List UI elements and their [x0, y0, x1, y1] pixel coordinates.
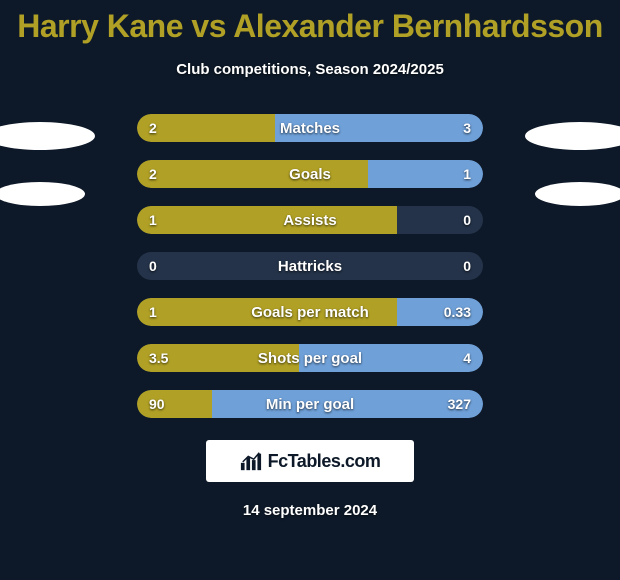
stat-row: 00Hattricks: [137, 252, 483, 280]
stat-row: 90327Min per goal: [137, 390, 483, 418]
fctables-logo: FcTables.com: [206, 440, 414, 482]
stat-label: Goals per match: [137, 298, 483, 326]
shadow-ellipse: [0, 182, 85, 206]
stat-row: 10.33Goals per match: [137, 298, 483, 326]
stat-label: Matches: [137, 114, 483, 142]
player-left-shadows: [0, 122, 100, 206]
stat-row: 21Goals: [137, 160, 483, 188]
chart-icon: [240, 451, 262, 471]
shadow-ellipse: [525, 122, 620, 150]
stat-label: Goals: [137, 160, 483, 188]
subtitle: Club competitions, Season 2024/2025: [0, 61, 620, 78]
stat-row: 10Assists: [137, 206, 483, 234]
footer-date: 14 september 2024: [0, 502, 620, 519]
page-title: Harry Kane vs Alexander Bernhardsson: [0, 0, 620, 45]
player-right-shadows: [520, 122, 620, 206]
shadow-ellipse: [535, 182, 620, 206]
stat-label: Assists: [137, 206, 483, 234]
stat-label: Shots per goal: [137, 344, 483, 372]
stat-bars: 23Matches 21Goals 10Assists 00Hattricks 10.3…: [137, 114, 483, 418]
stat-row: 3.54Shots per goal: [137, 344, 483, 372]
shadow-ellipse: [0, 122, 95, 150]
stat-label: Min per goal: [137, 390, 483, 418]
stat-label: Hattricks: [137, 252, 483, 280]
stat-row: 23Matches: [137, 114, 483, 142]
logo-text: FcTables.com: [268, 451, 381, 472]
